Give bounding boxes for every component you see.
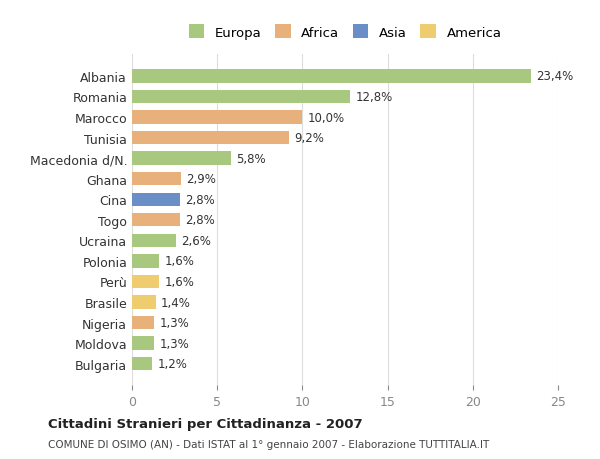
Bar: [132, 70, 531, 84]
Bar: [132, 234, 176, 247]
Text: 9,2%: 9,2%: [294, 132, 324, 145]
Text: 1,2%: 1,2%: [158, 358, 187, 370]
Bar: [132, 90, 350, 104]
Bar: [132, 255, 159, 268]
Text: 2,8%: 2,8%: [185, 214, 215, 227]
Bar: [132, 111, 302, 124]
Text: 23,4%: 23,4%: [536, 70, 573, 83]
Bar: [132, 296, 156, 309]
Bar: [132, 193, 180, 207]
Text: 10,0%: 10,0%: [308, 111, 344, 124]
Bar: [132, 275, 159, 289]
Bar: [132, 357, 152, 370]
Text: 1,6%: 1,6%: [164, 275, 194, 288]
Text: COMUNE DI OSIMO (AN) - Dati ISTAT al 1° gennaio 2007 - Elaborazione TUTTITALIA.I: COMUNE DI OSIMO (AN) - Dati ISTAT al 1° …: [48, 440, 489, 449]
Text: 2,9%: 2,9%: [187, 173, 217, 186]
Bar: [132, 213, 180, 227]
Bar: [132, 152, 231, 165]
Text: Cittadini Stranieri per Cittadinanza - 2007: Cittadini Stranieri per Cittadinanza - 2…: [48, 417, 362, 430]
Text: 12,8%: 12,8%: [355, 91, 392, 104]
Text: 5,8%: 5,8%: [236, 152, 266, 165]
Legend: Europa, Africa, Asia, America: Europa, Africa, Asia, America: [182, 19, 508, 46]
Bar: [132, 316, 154, 330]
Text: 1,3%: 1,3%: [159, 337, 189, 350]
Bar: [132, 132, 289, 145]
Text: 2,6%: 2,6%: [181, 235, 211, 247]
Text: 1,3%: 1,3%: [159, 316, 189, 330]
Text: 2,8%: 2,8%: [185, 193, 215, 206]
Bar: [132, 337, 154, 350]
Bar: [132, 173, 181, 186]
Text: 1,6%: 1,6%: [164, 255, 194, 268]
Text: 1,4%: 1,4%: [161, 296, 191, 309]
